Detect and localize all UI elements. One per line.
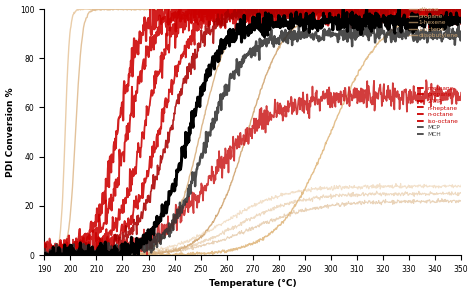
X-axis label: Temperature (°C): Temperature (°C) — [209, 279, 297, 288]
Y-axis label: PDI Conversion %: PDI Conversion % — [6, 87, 15, 177]
Legend: methane, propane, 2-MP, n-heptane, n-octane, iso-octane, MCP, MCH: methane, propane, 2-MP, n-heptane, n-oct… — [415, 83, 461, 139]
